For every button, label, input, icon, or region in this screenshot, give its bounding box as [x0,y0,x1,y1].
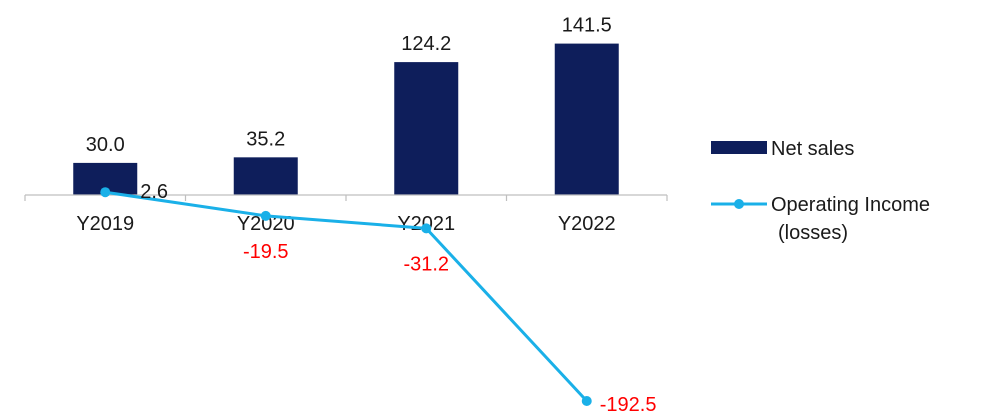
operating-income-value-label-y2021: -31.2 [403,253,449,275]
operating-income-value-label-y2022: -192.5 [600,394,657,414]
net-sales-bar-y2022 [554,43,619,195]
net-sales-value-label-y2020: 35.2 [246,128,285,150]
net-sales-bars [73,43,619,195]
x-axis-ticks [24,195,668,201]
net-sales-value-label-y2022: 141.5 [562,15,612,37]
net-sales-value-label-y2021: 124.2 [401,33,451,55]
legend-net-sales-label: Net sales [771,138,854,160]
operating-income-point-y2021 [421,223,432,234]
legend-operating-income-marker [734,199,744,209]
operating-income-value-label-y2019: 2.6 [140,181,168,203]
x-axis-tick-labels: Y2019Y2020Y2021Y2022 [76,213,615,235]
x-axis-label-y2022: Y2022 [558,213,616,235]
net-sales-data-labels: 30.0 35.2 124.2 141.5 [86,15,612,156]
x-axis-label-y2019: Y2019 [76,213,134,235]
legend: Net sales Operating Income (losses) [711,138,936,244]
operating-income-line-series [100,187,592,406]
operating-income-data-labels: 2.6 -19.5 -31.2 -192.5 [140,181,656,414]
legend-net-sales-swatch [711,141,767,154]
operating-income-line [105,190,588,402]
operating-income-point-y2019 [100,187,111,198]
net-sales-bar-y2021 [394,62,459,195]
legend-operating-income-label-line-1: Operating Income [771,194,930,216]
net-sales-bar-y2020 [233,157,298,195]
operating-income-point-y2020 [260,210,271,221]
legend-operating-income-label-line-2: (losses) [778,222,848,244]
legend-operating-income-label: Operating Income (losses) [771,194,936,244]
operating-income-point-y2022 [581,395,592,406]
operating-income-value-label-y2020: -19.5 [243,241,289,263]
net-sales-value-label-y2019: 30.0 [86,134,125,156]
x-axis-label-y2020: Y2020 [237,213,295,235]
